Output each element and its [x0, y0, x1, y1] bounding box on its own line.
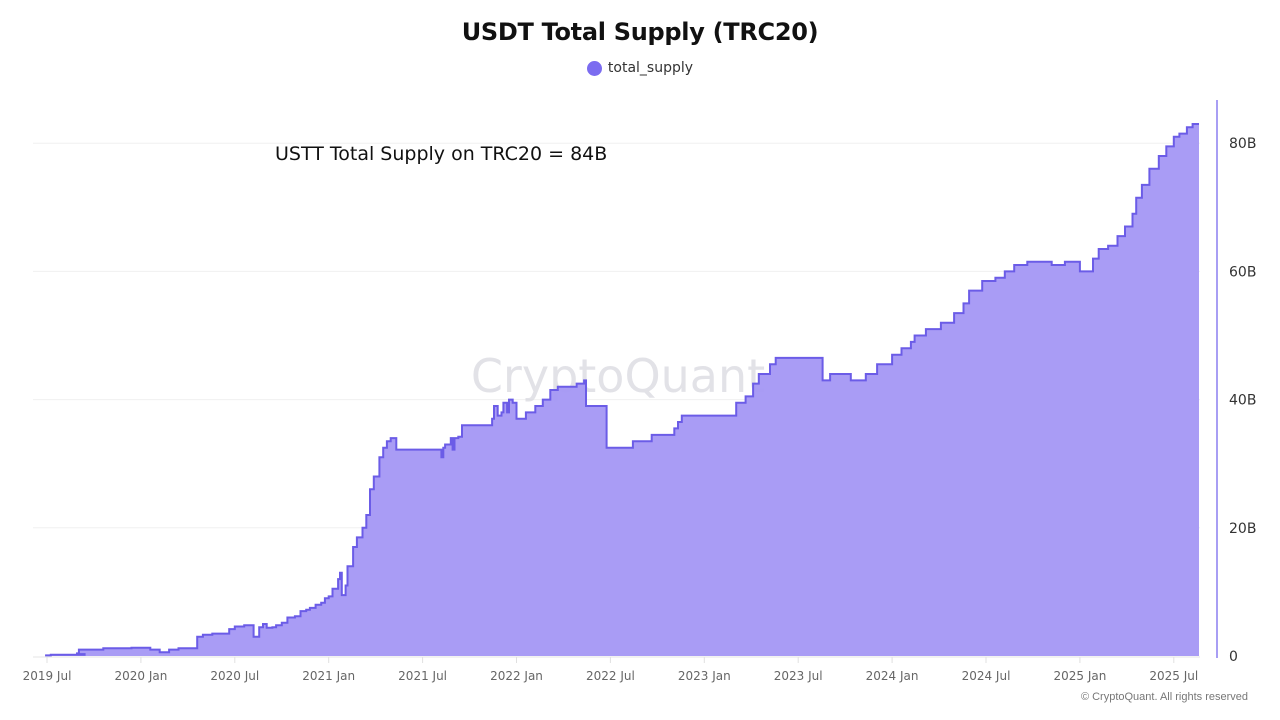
x-tick-label: 2023 Jul [774, 669, 823, 683]
y-tick-label: 80B [1229, 136, 1256, 152]
area-fill [45, 124, 1200, 656]
series-line-total-supply [45, 123, 1199, 657]
copyright-notice: © CryptoQuant. All rights reserved [1080, 691, 1248, 703]
y-tick-label: 60B [1229, 264, 1256, 280]
x-tick-label: 2024 Jan [866, 669, 919, 683]
x-axis-ticks: 2019 Jul 2020 Jan 2020 Jul 2021 Jan 2021 Jul… [23, 657, 1198, 683]
y-tick-label: 0 [1229, 649, 1238, 665]
x-tick-label: 2022 Jul [586, 669, 635, 683]
legend-label-total-supply[interactable]: total_supply [607, 60, 694, 76]
x-tick-label: 2022 Jan [490, 669, 543, 683]
x-tick-label: 2023 Jan [678, 669, 731, 683]
x-tick-label: 2019 Jul [23, 669, 72, 683]
x-tick-label: 2024 Jul [962, 669, 1011, 683]
x-tick-label: 2020 Jan [114, 669, 167, 683]
x-tick-label: 2020 Jul [210, 669, 259, 683]
legend-dot-icon[interactable] [586, 60, 602, 76]
legend: total_supply [0, 60, 1280, 76]
y-tick-label: 40B [1229, 393, 1256, 409]
chart-annotation: USTT Total Supply on TRC20 = 84B [275, 143, 608, 165]
chart-title: USDT Total Supply (TRC20) [461, 18, 819, 46]
x-tick-label: 2021 Jan [302, 669, 355, 683]
x-tick-label: 2025 Jul [1149, 669, 1198, 683]
y-tick-label: 20B [1229, 521, 1256, 537]
x-tick-label: 2025 Jan [1053, 669, 1106, 683]
watermark: CryptoQuant [471, 349, 765, 403]
x-tick-label: 2021 Jul [398, 669, 447, 683]
y-axis-ticks: 0 20B 40B 60B 80B [1229, 136, 1256, 665]
